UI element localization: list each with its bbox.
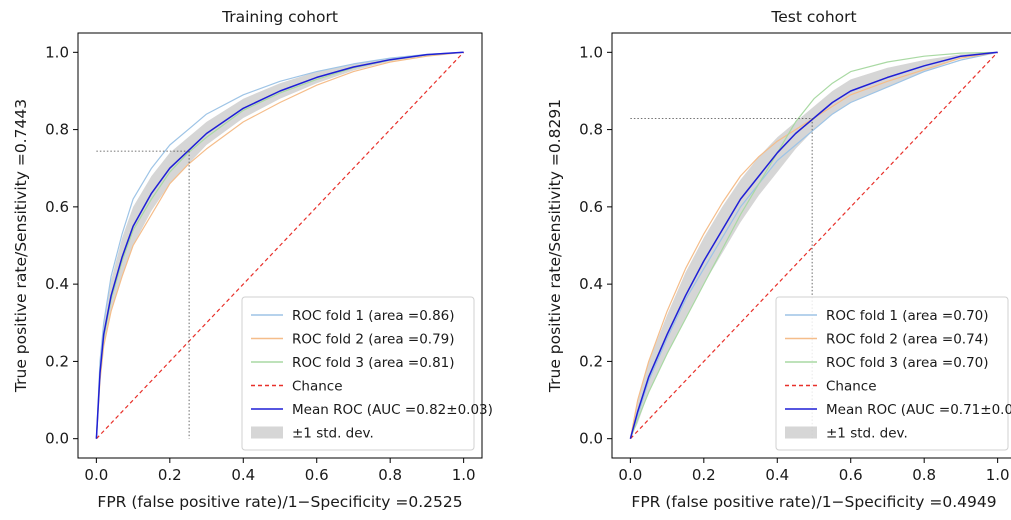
legend-entry-label: ROC fold 2 (area =0.79) (292, 332, 455, 348)
chart-panel-1: 0.0 0.2 0.4 0.6 0.8 1.0 0.0 0.2 0.4 0.6 0.8 1.0 Trai… (12, 8, 493, 511)
chart-title: Test cohort (770, 8, 856, 26)
chart-panel-2: 0.0 0.2 0.4 0.6 0.8 1.0 0.0 0.2 0.4 0.6 0.8 1.0 Test… (546, 8, 1011, 511)
mean-roc-line (629, 51, 998, 439)
x-axis-label: FPR (false positive rate)/1−Specificity … (97, 493, 462, 511)
y-tick-label: 0.4 (579, 275, 603, 293)
y-axis-label: True positive rate/Sensitivity =0.7443 (12, 99, 30, 393)
chart-title: Training cohort (221, 8, 338, 26)
y-tick-label: 1.0 (579, 43, 603, 61)
roc-fold-2-line (95, 51, 464, 439)
y-axis-label: True positive rate/Sensitivity =0.8291 (546, 99, 564, 393)
legend-entry-label: ROC fold 3 (area =0.81) (292, 355, 455, 371)
y-tick-label: 0.0 (45, 430, 69, 448)
roc-fold-1-line (629, 51, 998, 439)
legend-entry-label: ROC fold 1 (area =0.86) (292, 308, 455, 324)
legend-entry-label: ±1 std. dev. (292, 426, 374, 442)
std-dev-band (96, 52, 464, 439)
x-tick-label: 0.6 (839, 466, 863, 484)
x-tick-label: 0.6 (305, 466, 329, 484)
legend-entry-label: ROC fold 2 (area =0.74) (826, 332, 989, 348)
legend: ROC fold 1 (area =0.86) ROC fold 2 (area … (241, 296, 493, 451)
y-tick-label: 1.0 (45, 43, 69, 61)
chance-line (629, 51, 999, 440)
y-tick-label: 0.0 (579, 430, 603, 448)
x-tick-label: 1.0 (452, 466, 476, 484)
x-tick-label: 0.8 (378, 466, 402, 484)
legend-swatch-band (785, 426, 817, 439)
legend-box (775, 296, 1009, 451)
x-tick-label: 0.0 (618, 466, 642, 484)
legend-entry-label: Chance (292, 379, 343, 395)
y-tick-label: 0.6 (579, 198, 603, 216)
legend-entry-label: Mean ROC (AUC =0.82±0.03) (292, 402, 493, 418)
legend-box (241, 296, 475, 451)
chance-line (95, 51, 465, 440)
legend-swatch-band (251, 426, 283, 439)
y-tick-label: 0.8 (579, 121, 603, 139)
x-tick-label: 0.2 (158, 466, 182, 484)
x-tick-label: 0.8 (912, 466, 936, 484)
roc-fold-2-line (629, 51, 998, 439)
x-axis-label: FPR (false positive rate)/1−Specificity … (631, 493, 996, 511)
x-tick-label: 1.0 (986, 466, 1010, 484)
y-tick-label: 0.2 (45, 352, 69, 370)
legend-entry-label: Chance (826, 379, 877, 395)
y-tick-label: 0.4 (45, 275, 69, 293)
x-tick-label: 0.2 (692, 466, 716, 484)
roc-fold-3-line (629, 51, 998, 439)
x-tick-label: 0.4 (765, 466, 789, 484)
roc-fold-1-line (95, 51, 464, 439)
legend: ROC fold 1 (area =0.70) ROC fold 2 (area … (775, 296, 1011, 451)
legend-entry-label: ROC fold 1 (area =0.70) (826, 308, 989, 324)
legend-entry-label: ROC fold 3 (area =0.70) (826, 355, 989, 371)
y-tick-label: 0.6 (45, 198, 69, 216)
plot-frame (611, 32, 1011, 459)
legend-entry-label: Mean ROC (AUC =0.71±0.02) (826, 402, 1011, 418)
x-tick-label: 0.4 (231, 466, 255, 484)
y-tick-label: 0.2 (579, 352, 603, 370)
plot-frame (77, 32, 483, 459)
legend-entry-label: ±1 std. dev. (826, 426, 908, 442)
x-tick-label: 0.0 (84, 466, 108, 484)
y-tick-label: 0.8 (45, 121, 69, 139)
